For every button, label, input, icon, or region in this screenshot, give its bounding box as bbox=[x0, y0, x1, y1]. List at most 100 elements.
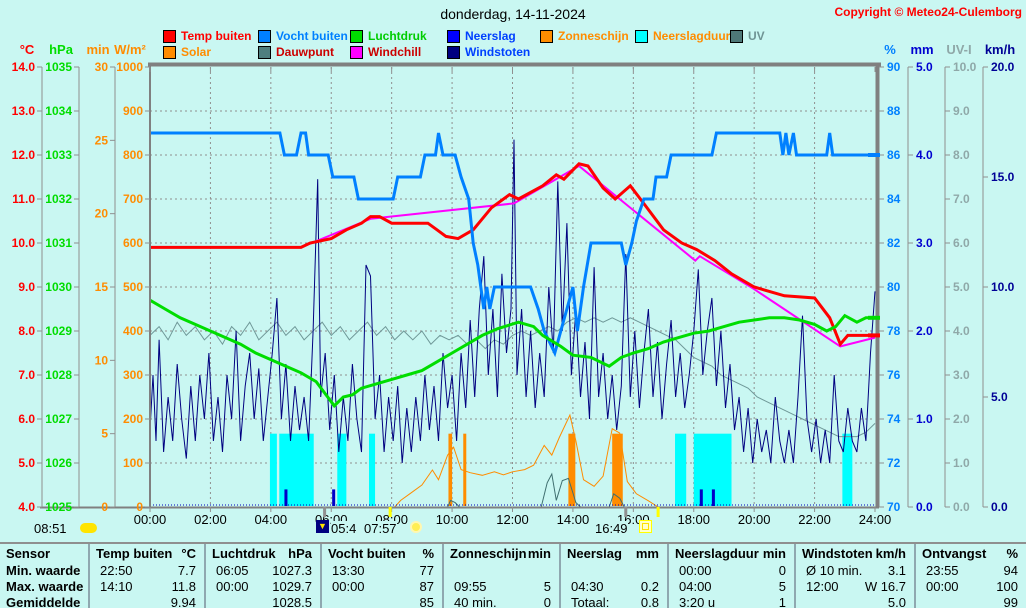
legend-item-dauwpunt: Dauwpunt bbox=[258, 45, 334, 59]
summary-cell-time: 22:50 bbox=[100, 563, 133, 578]
axis-tick-label-mm: 2.0 bbox=[916, 324, 933, 338]
summary-cell-value: 100 bbox=[996, 579, 1018, 594]
summary-header: Neerslag bbox=[567, 546, 622, 561]
axis-tick-label-wm2: 100 bbox=[123, 456, 143, 470]
copyright-text: Copyright © Meteo24-Culemborg bbox=[834, 5, 1022, 19]
summary-unit: km/h bbox=[875, 546, 906, 561]
summary-row-label: Gemiddelde bbox=[6, 595, 81, 608]
summary-col-ontvangst: Ontvangst% 23:55 94 00:00 100 99 bbox=[914, 544, 1026, 608]
axis-header-pct: % bbox=[884, 42, 896, 57]
summary-cell-value: 0.2 bbox=[640, 579, 659, 594]
summary-header: Ontvangst bbox=[922, 546, 987, 561]
summary-header: Temp buiten bbox=[96, 546, 173, 561]
axis-tick-label-mm: 4.0 bbox=[916, 148, 933, 162]
legend-item-temp-buiten: Temp buiten bbox=[163, 29, 251, 43]
axis-tick-label-wm2: 700 bbox=[123, 192, 143, 206]
axis-tick-label-mm: 0.0 bbox=[916, 500, 933, 514]
axis-tick-label-wm2: 0 bbox=[136, 500, 143, 514]
chart-plot: 4.0 5.0 6.0 7.0 8.0 9.0 10.0 11.0 12.0 13.0 14.0 10… bbox=[12, 42, 1016, 527]
legend-label: Luchtdruk bbox=[368, 29, 427, 43]
summary-cell-value: 0 bbox=[778, 563, 786, 578]
axis-tick-label-hpa: 1034 bbox=[45, 104, 72, 118]
axis-tick-label-hpa: 1031 bbox=[45, 236, 72, 250]
legend-label: UV bbox=[748, 29, 765, 43]
summary-cell-time: 12:00 bbox=[806, 579, 839, 594]
axis-tick-label-mm: 5.0 bbox=[916, 60, 933, 74]
legend-label: Neerslag bbox=[465, 29, 516, 43]
series-windchill bbox=[150, 164, 876, 348]
moon-marker-tick bbox=[624, 507, 628, 517]
bar-neerslagduur bbox=[369, 433, 376, 506]
legend-item-luchtdruk: Luchtdruk bbox=[350, 29, 427, 43]
sun-marker-tick bbox=[388, 507, 392, 517]
x-tick-label: 18:00 bbox=[677, 512, 710, 527]
summary-cell-value: W 16.7 bbox=[864, 579, 906, 594]
axis-tick-label-min: 0 bbox=[101, 500, 108, 514]
axis-tick-label-hpa: 1028 bbox=[45, 368, 72, 382]
legend-label: Windchill bbox=[368, 45, 422, 59]
axis-tick-label-uvi: 7.0 bbox=[953, 192, 970, 206]
series-dauwpunt bbox=[149, 317, 876, 438]
axis-tick-label-wm2: 200 bbox=[123, 412, 143, 426]
summary-cell-value: 0 bbox=[543, 595, 551, 608]
axis-tick-label-wm2: 1000 bbox=[116, 60, 143, 74]
summary-cell-value: 5.0 bbox=[887, 595, 906, 608]
axis-tick-label-kmh: 20.0 bbox=[991, 60, 1015, 74]
summary-col-vocht-buiten: Vocht buiten% 13:30 77 00:00 87 85 bbox=[320, 544, 442, 608]
summary-col-windstoten: Windstoten km/h Ø 10 min. 3.1 12:00 W 16.7 5.0 bbox=[794, 544, 914, 608]
axis-tick-label-pct: 80 bbox=[887, 280, 901, 294]
axis-tick-label-hpa: 1030 bbox=[45, 280, 72, 294]
legend-swatch-icon bbox=[447, 29, 460, 43]
bar-neerslag bbox=[711, 489, 715, 506]
bar-neerslagduur bbox=[269, 433, 277, 506]
axis-tick-label-c: 7.0 bbox=[18, 368, 35, 382]
axis-header-mm: mm bbox=[910, 42, 933, 57]
bar-neerslag bbox=[284, 489, 288, 506]
series-vocht-buiten bbox=[150, 131, 875, 358]
x-tick-label: 00:00 bbox=[134, 512, 167, 527]
summary-col-neerslag: Neerslag mm 04:30 0.2 Totaal: 0.8 bbox=[559, 544, 667, 608]
x-tick-label: 20:00 bbox=[738, 512, 771, 527]
summary-col-zonneschijn: Zonneschijn min 09:55 5 40 min. 0 bbox=[442, 544, 559, 608]
legend-swatch-icon bbox=[635, 29, 648, 43]
axis-tick-label-mm: 1.0 bbox=[916, 412, 933, 426]
moon-time-label: 05:4 bbox=[331, 521, 357, 536]
legend-swatch-icon bbox=[540, 29, 553, 43]
summary-cell-value: 87 bbox=[419, 579, 434, 594]
x-tick-label: 10:00 bbox=[436, 512, 469, 527]
summary-cell-value: 11.8 bbox=[171, 579, 196, 594]
axis-header-wm2: W/m² bbox=[114, 42, 146, 57]
moonrise-time-label: 07:57 bbox=[364, 521, 397, 536]
legend-item-uv: UV bbox=[730, 29, 765, 43]
axis-tick-label-hpa: 1035 bbox=[45, 60, 72, 74]
bar-neerslag bbox=[332, 489, 336, 506]
summary-col-temp-buiten: Temp buiten °C 22:50 7.7 14:10 11.8 9.94 bbox=[88, 544, 204, 608]
summary-cell-time: 13:30 bbox=[332, 563, 365, 578]
summary-cell-value: 94 bbox=[1003, 563, 1018, 578]
sun-cloud-icon bbox=[80, 523, 97, 533]
summary-cell-time: 23:55 bbox=[926, 563, 959, 578]
summary-header: Vocht buiten bbox=[328, 546, 406, 561]
summary-cell-value: 1028.5 bbox=[272, 595, 312, 608]
legend-label: Vocht buiten bbox=[276, 29, 348, 43]
summary-unit: min bbox=[527, 546, 551, 561]
summary-header: Windstoten bbox=[802, 546, 873, 561]
axis-tick-label-min: 25 bbox=[95, 133, 109, 147]
series-end-marker bbox=[868, 315, 880, 320]
summary-unit: % bbox=[1006, 546, 1018, 561]
summary-cell-time: 00:00 bbox=[332, 579, 365, 594]
axis-tick-label-c: 5.0 bbox=[18, 456, 35, 470]
axis-tick-label-kmh: 10.0 bbox=[991, 280, 1015, 294]
legend-item-windstoten: Windstoten bbox=[447, 45, 530, 59]
summary-cell-value: 3.1 bbox=[887, 563, 906, 578]
legend-swatch-icon bbox=[258, 45, 271, 59]
axis-tick-label-pct: 76 bbox=[887, 368, 901, 382]
summary-cell-value: 1029.7 bbox=[272, 579, 312, 594]
axis-tick-label-min: 15 bbox=[95, 280, 109, 294]
axis-tick-label-hpa: 1025 bbox=[45, 500, 72, 514]
axis-header-min: min bbox=[86, 42, 109, 57]
summary-cell-value: 0.8 bbox=[640, 595, 659, 608]
summary-header: Luchtdruk bbox=[212, 546, 276, 561]
summary-cell-value: 5 bbox=[543, 579, 551, 594]
